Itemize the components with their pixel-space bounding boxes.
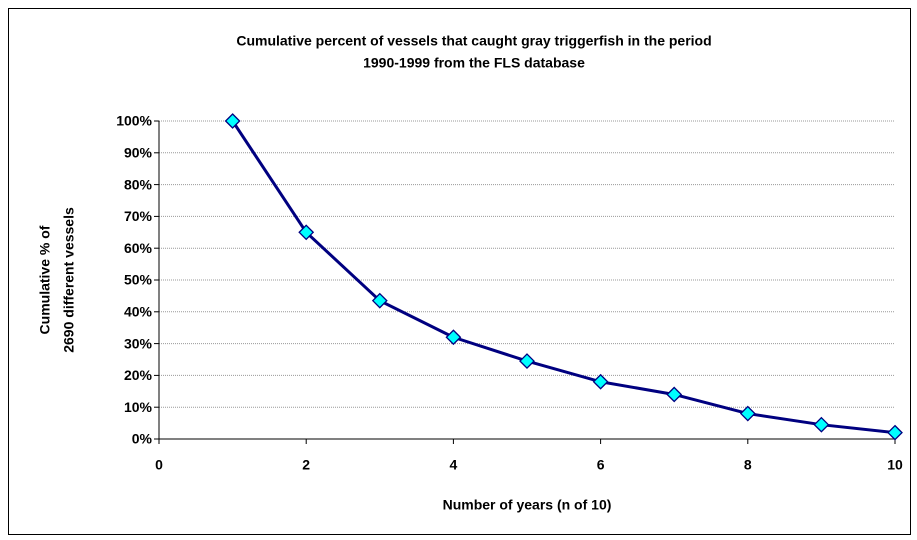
data-point xyxy=(298,224,315,241)
y-tick-label: 20% xyxy=(124,367,153,383)
y-tick-label: 90% xyxy=(124,145,153,161)
data-point xyxy=(445,329,462,346)
data-point xyxy=(224,113,241,129)
x-tick-label: 4 xyxy=(450,457,458,473)
y-tick-label: 60% xyxy=(124,240,153,256)
data-point xyxy=(666,386,683,403)
data-point xyxy=(813,416,830,433)
x-tick-label: 8 xyxy=(744,457,752,473)
data-line xyxy=(231,120,896,435)
y-tick-label: 40% xyxy=(124,304,153,320)
y-tick-label: 10% xyxy=(124,399,153,415)
y-axis-label: Cumulative % of xyxy=(37,225,53,334)
data-point xyxy=(519,353,535,370)
y-tick-label: 70% xyxy=(124,208,153,224)
chart-title: 1990-1999 from the FLS database xyxy=(363,55,585,71)
data-point xyxy=(739,405,756,422)
data-point xyxy=(887,424,903,441)
x-tick-label: 0 xyxy=(155,457,163,473)
y-tick-label: 0% xyxy=(132,431,153,447)
y-tick-label: 30% xyxy=(124,335,153,351)
x-tick-label: 2 xyxy=(302,457,310,473)
chart-title: Cumulative percent of vessels that caugh… xyxy=(236,33,711,49)
y-axis-label: 2690 different vessels xyxy=(61,207,77,353)
x-tick-label: 6 xyxy=(597,457,605,473)
data-point xyxy=(371,292,388,309)
y-tick-label: 50% xyxy=(124,272,153,288)
x-axis-label: Number of years (n of 10) xyxy=(443,497,612,513)
y-tick-label: 80% xyxy=(124,176,153,192)
x-tick-label: 10 xyxy=(887,457,903,473)
data-point xyxy=(592,373,609,390)
y-tick-label: 100% xyxy=(116,113,152,129)
